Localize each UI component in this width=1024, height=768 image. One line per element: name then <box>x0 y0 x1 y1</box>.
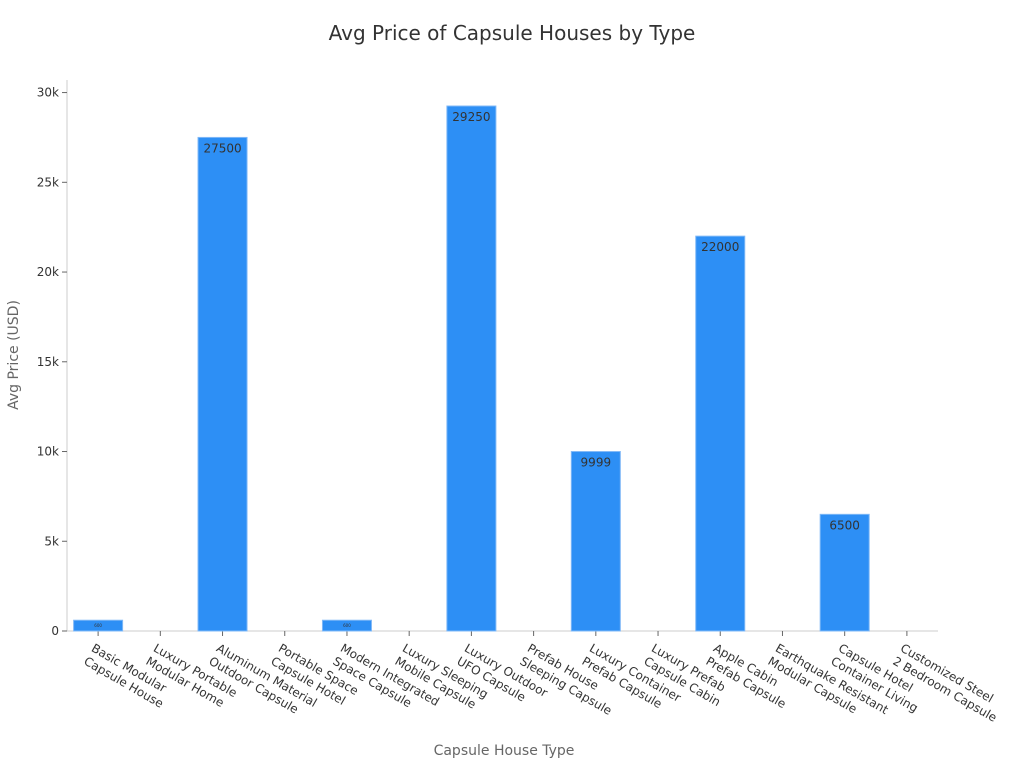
y-tick-label: 5k <box>44 534 59 548</box>
y-tick-label: 15k <box>37 355 59 369</box>
data-label: 29250 <box>452 110 490 124</box>
data-label: 600 <box>343 623 351 628</box>
bar <box>73 619 124 632</box>
x-axis-title: Capsule House Type <box>434 743 575 759</box>
y-axis-title: Avg Price (USD) <box>6 300 22 410</box>
bar <box>321 619 372 632</box>
data-label: 600 <box>94 623 102 628</box>
y-tick-label: 30k <box>37 86 59 100</box>
data-label: 27500 <box>203 141 241 155</box>
y-tick-label: 0 <box>51 624 59 638</box>
bar <box>695 235 746 632</box>
y-tick-label: 20k <box>37 265 59 279</box>
bar <box>197 136 248 632</box>
bar <box>446 105 497 632</box>
bar <box>570 451 621 632</box>
data-label: 9999 <box>581 456 612 470</box>
data-label: 22000 <box>701 240 739 254</box>
y-tick-label: 25k <box>37 175 59 189</box>
y-tick-label: 10k <box>37 445 59 459</box>
data-label: 6500 <box>829 518 860 532</box>
chart-title: Avg Price of Capsule Houses by Type <box>329 21 696 45</box>
bar <box>819 513 870 632</box>
